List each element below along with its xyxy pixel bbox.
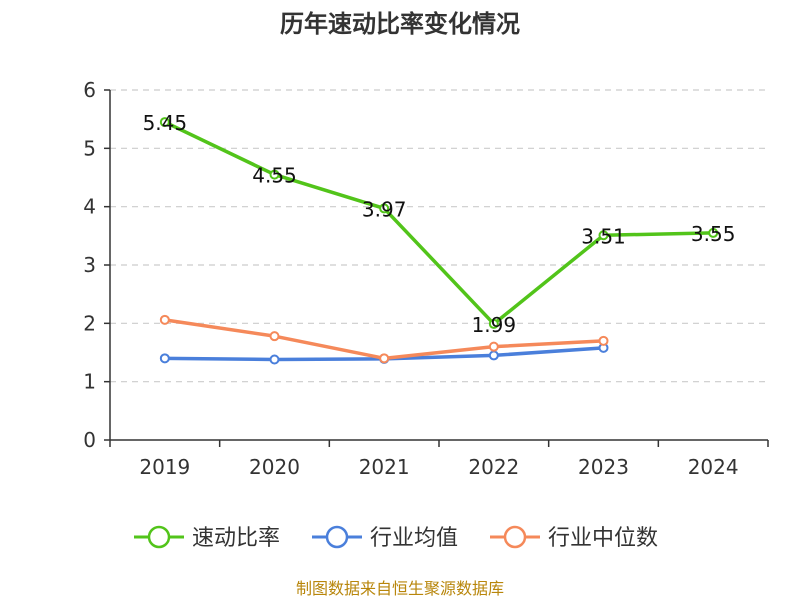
data-label: 3.97 [362, 197, 407, 221]
legend-label: 行业中位数 [548, 526, 658, 551]
data-point [269, 354, 280, 365]
data-label: 3.51 [581, 224, 626, 248]
data-label: 3.55 [691, 222, 736, 246]
data-label: 1.99 [472, 313, 517, 337]
legend-marker [325, 525, 349, 549]
axes: 0 1 2 3 4 5 6 2019 2020 2021 2022 2023 2024 [83, 78, 769, 479]
data-point [708, 227, 719, 238]
data-label: 4.55 [252, 164, 297, 188]
x-tick-label: 2019 [139, 455, 190, 479]
data-point [159, 117, 170, 128]
legend: 速动比率 行业均值 行业中位数 [134, 525, 658, 551]
legend-item[interactable]: 行业中位数 [490, 525, 658, 551]
series-0 [159, 117, 719, 329]
data-point [488, 350, 499, 361]
data-point [159, 353, 170, 364]
data-labels: 5.45 4.55 3.97 1.99 3.51 3.55 [143, 111, 736, 337]
data-point [379, 353, 390, 364]
y-tick-label: 1 [83, 370, 96, 394]
data-point [598, 230, 609, 241]
y-tick-label: 0 [83, 428, 96, 452]
data-point [488, 341, 499, 352]
data-point [598, 335, 609, 346]
data-point [379, 203, 390, 214]
y-tick-label: 4 [83, 195, 96, 219]
chart-title: 历年速动比率变化情况 [280, 10, 520, 38]
legend-label: 速动比率 [192, 526, 280, 551]
x-tick-label: 2022 [468, 455, 519, 479]
data-label: 5.45 [143, 111, 188, 135]
x-tick-label: 2020 [249, 455, 300, 479]
data-point [159, 314, 170, 325]
legend-item[interactable]: 速动比率 [134, 525, 280, 551]
x-tick-label: 2023 [578, 455, 629, 479]
grid-lines [110, 89, 768, 383]
y-tick-label: 5 [83, 136, 96, 160]
y-tick-label: 2 [83, 311, 96, 335]
source-note: 制图数据来自恒生聚源数据库 [296, 579, 504, 598]
legend-item[interactable]: 行业均值 [312, 525, 458, 551]
legend-marker [147, 525, 171, 549]
legend-label: 行业均值 [370, 526, 458, 551]
series-2 [159, 314, 609, 364]
data-point [269, 331, 280, 342]
data-point [269, 169, 280, 180]
legend-marker [503, 525, 527, 549]
y-tick-label: 6 [83, 78, 96, 102]
data-point [488, 318, 499, 329]
series-layer [159, 117, 719, 365]
x-tick-label: 2021 [359, 455, 410, 479]
x-tick-label: 2024 [688, 455, 739, 479]
y-tick-label: 3 [83, 253, 96, 277]
series-line [164, 120, 714, 326]
